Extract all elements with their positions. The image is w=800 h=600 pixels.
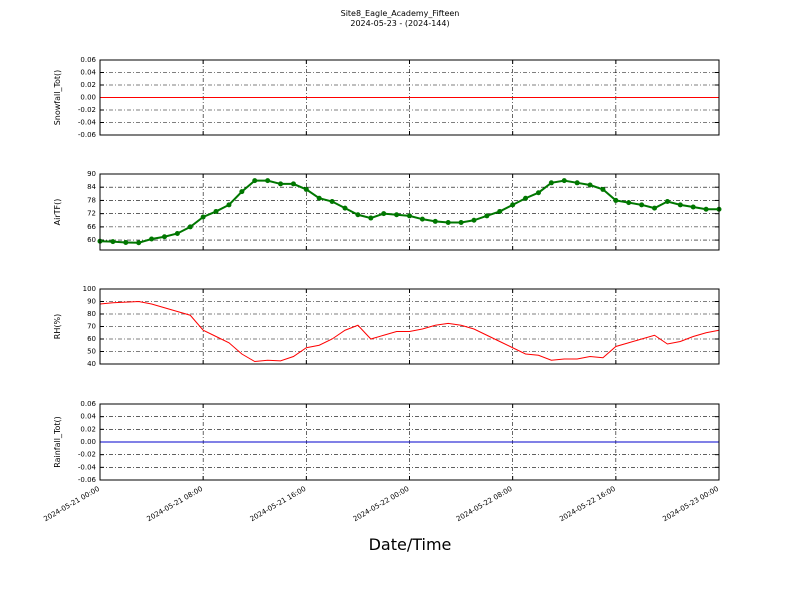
data-point xyxy=(639,202,645,208)
data-point xyxy=(677,202,683,208)
data-point xyxy=(174,230,180,236)
y-tick-label: 0.00 xyxy=(80,438,96,446)
y-axis-label: Rainfall_Tot() xyxy=(53,416,62,468)
y-tick-label: 66 xyxy=(87,223,96,231)
data-line xyxy=(99,300,720,363)
data-point xyxy=(394,212,400,218)
plot-frame xyxy=(99,173,720,251)
data-point xyxy=(561,178,567,184)
y-tick-label: 0.00 xyxy=(80,94,96,102)
data-point xyxy=(110,239,116,245)
y-tick-label: 0.06 xyxy=(80,56,96,64)
data-point xyxy=(368,215,374,221)
y-tick-label: 60 xyxy=(87,335,96,343)
data-point xyxy=(613,197,619,203)
data-point xyxy=(136,240,142,246)
y-tick-label: 90 xyxy=(87,170,96,178)
y-axis-label: AirTF() xyxy=(53,199,62,226)
data-point xyxy=(497,208,503,214)
data-point xyxy=(149,236,155,242)
y-axis-label: Snowfall_Tot() xyxy=(53,70,62,126)
data-point xyxy=(213,208,219,214)
data-point xyxy=(432,218,438,224)
y-tick-label: 40 xyxy=(87,360,96,368)
y-tick-label: 80 xyxy=(87,310,96,318)
data-point xyxy=(574,180,580,186)
y-tick-label: 50 xyxy=(87,348,96,356)
data-point xyxy=(652,205,658,211)
data-point xyxy=(239,189,245,195)
data-point xyxy=(290,181,296,187)
data-point xyxy=(316,195,322,201)
data-point xyxy=(265,178,271,184)
y-tick-label: -0.02 xyxy=(78,451,96,459)
y-tick-label: 90 xyxy=(87,298,96,306)
data-point xyxy=(123,240,129,246)
data-point xyxy=(161,234,167,240)
data-point xyxy=(703,206,709,212)
data-point xyxy=(445,219,451,225)
y-tick-label: -0.04 xyxy=(78,119,97,127)
data-point xyxy=(419,216,425,222)
y-tick-label: 70 xyxy=(87,323,96,331)
data-point xyxy=(523,195,529,201)
data-point xyxy=(626,200,632,206)
data-point xyxy=(200,214,206,220)
data-point xyxy=(187,224,193,230)
y-axis-label: RH(%) xyxy=(53,314,62,339)
y-tick-label: 84 xyxy=(87,183,96,191)
x-axis-label: Date/Time xyxy=(369,535,452,554)
data-point xyxy=(535,190,541,196)
y-tick-label: 78 xyxy=(87,196,96,204)
data-point xyxy=(458,219,464,225)
y-tick-label: -0.06 xyxy=(78,131,97,139)
y-tick-label: -0.02 xyxy=(78,106,96,114)
data-point xyxy=(664,199,670,205)
data-point xyxy=(587,182,593,188)
chart-title: Site8_Eagle_Academy_Fifteen xyxy=(341,9,460,18)
y-tick-label: 100 xyxy=(83,285,96,293)
data-point xyxy=(548,180,554,186)
data-point xyxy=(303,186,309,192)
y-tick-label: 0.02 xyxy=(80,425,96,433)
data-point xyxy=(690,204,696,210)
y-tick-label: 72 xyxy=(87,210,96,218)
y-tick-label: -0.04 xyxy=(78,463,97,471)
plot-frame xyxy=(99,59,720,136)
chart-subtitle: 2024-05-23 - (2024-144) xyxy=(350,19,449,28)
y-tick-label: -0.06 xyxy=(78,476,97,484)
data-point xyxy=(600,186,606,192)
data-point xyxy=(484,213,490,219)
y-tick-label: 0.06 xyxy=(80,400,96,408)
plot-frame xyxy=(99,403,720,481)
data-point xyxy=(278,181,284,187)
data-point xyxy=(381,211,387,217)
data-point xyxy=(471,217,477,223)
y-tick-label: 60 xyxy=(87,236,96,244)
data-point xyxy=(407,213,412,219)
data-point xyxy=(329,199,335,205)
y-tick-label: 0.04 xyxy=(80,69,96,77)
plot-frame xyxy=(99,288,720,365)
data-point xyxy=(355,212,361,218)
y-tick-label: 0.04 xyxy=(80,413,96,421)
data-point xyxy=(342,205,348,211)
y-tick-label: 0.02 xyxy=(80,81,96,89)
data-point xyxy=(510,202,516,208)
data-point xyxy=(226,202,232,208)
data-point xyxy=(252,178,258,184)
